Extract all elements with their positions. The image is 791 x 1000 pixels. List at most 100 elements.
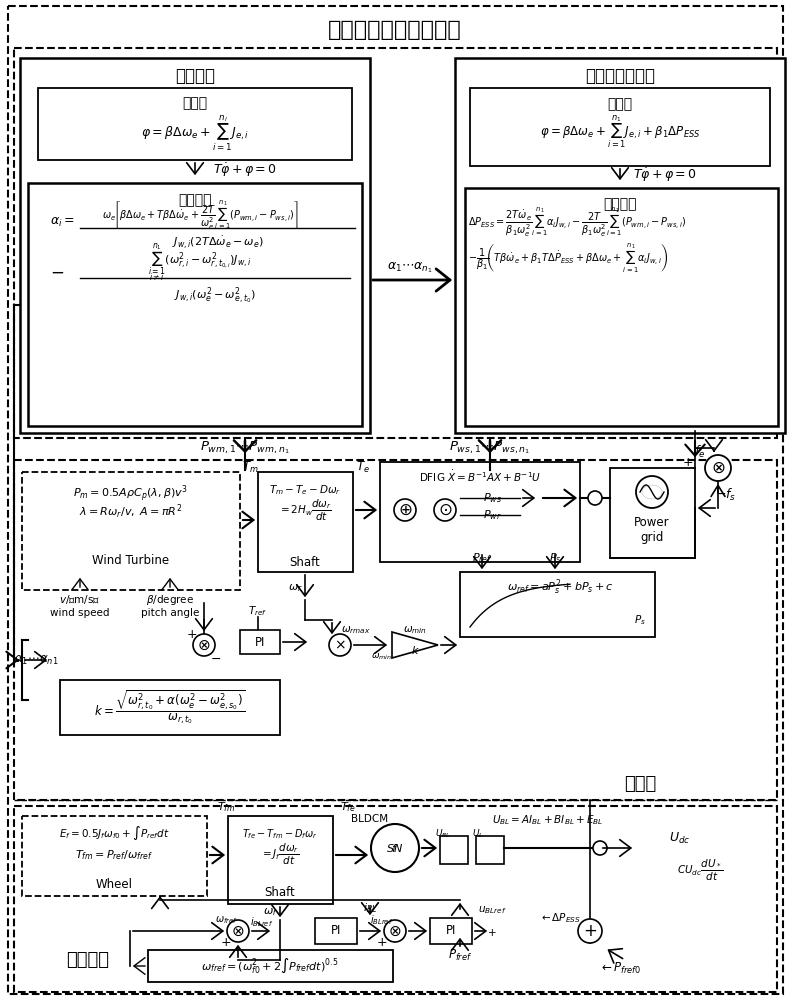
Text: $T_e$: $T_e$ <box>356 459 370 475</box>
Text: $P_{fref}$: $P_{fref}$ <box>448 947 472 963</box>
Bar <box>258 472 353 572</box>
Bar <box>20 58 370 433</box>
Text: $\beta$/degree: $\beta$/degree <box>146 593 194 607</box>
Text: $i_{BLref}$: $i_{BLref}$ <box>370 913 394 927</box>
Text: $P_{wr}$: $P_{wr}$ <box>483 508 501 522</box>
Text: $T_{fe}$: $T_{fe}$ <box>340 800 356 814</box>
Text: $\otimes$: $\otimes$ <box>711 459 725 477</box>
Text: BLDCM: BLDCM <box>351 814 388 824</box>
Circle shape <box>588 491 602 505</box>
Text: $+$: $+$ <box>683 456 694 468</box>
Text: 风储系统协同控制策略: 风储系统协同控制策略 <box>328 20 462 40</box>
Text: $-$: $-$ <box>210 652 221 664</box>
Text: $\lambda=R\omega_r/v,\ A=\pi R^2$: $\lambda=R\omega_r/v,\ A=\pi R^2$ <box>79 503 183 521</box>
Text: $T_{ref}$: $T_{ref}$ <box>248 604 267 618</box>
Text: 控制策略: 控制策略 <box>604 197 637 211</box>
Bar <box>470 88 770 166</box>
Text: 飞轮储能: 飞轮储能 <box>66 951 109 969</box>
Text: $+$: $+$ <box>187 628 198 641</box>
Circle shape <box>705 455 731 481</box>
Text: $u_{BLref}$: $u_{BLref}$ <box>478 904 506 916</box>
Text: $k=\dfrac{\sqrt{\omega_{r,t_0}^2+\alpha(\omega_e^2-\omega_{e,s_0}^2)}}{\omega_{r: $k=\dfrac{\sqrt{\omega_{r,t_0}^2+\alpha(… <box>94 688 246 726</box>
Circle shape <box>371 824 419 872</box>
Text: $U_{BL}=AI_{BL}+BI_{BL}+E_{BL}$: $U_{BL}=AI_{BL}+BI_{BL}+E_{BL}$ <box>492 813 604 827</box>
Text: $CU_{dc}\dfrac{dU_*}{dt}$: $CU_{dc}\dfrac{dU_*}{dt}$ <box>676 857 723 883</box>
Text: $U_{dc}$: $U_{dc}$ <box>669 830 691 846</box>
Bar <box>14 460 777 800</box>
Text: $\omega_r$: $\omega_r$ <box>263 906 278 918</box>
Circle shape <box>193 634 215 656</box>
Text: $\omega_{min}$: $\omega_{min}$ <box>403 624 427 636</box>
Text: $P_{ws}$: $P_{ws}$ <box>483 491 501 505</box>
Circle shape <box>394 499 416 521</box>
Text: $i_{BLref}$: $i_{BLref}$ <box>250 915 274 929</box>
Circle shape <box>636 476 668 508</box>
Bar <box>315 918 357 944</box>
Text: $\oplus$: $\oplus$ <box>398 501 412 519</box>
Text: 宏变量: 宏变量 <box>183 96 207 110</box>
Text: Shaft: Shaft <box>265 886 295 898</box>
Text: $\sum_{\substack{i=1\\i\neq i}}^{n_1}(\omega_{r,i}^2-\omega_{r,t_{0,i}}^2)J_{w,i: $\sum_{\substack{i=1\\i\neq i}}^{n_1}(\o… <box>148 242 252 284</box>
Circle shape <box>384 920 406 942</box>
Text: $-f_s$: $-f_s$ <box>715 487 736 503</box>
Bar <box>455 58 785 433</box>
Text: $v$/（m/s）: $v$/（m/s） <box>59 593 100 606</box>
Bar <box>465 188 778 426</box>
Text: $\otimes$: $\otimes$ <box>231 924 244 938</box>
Bar <box>22 472 240 590</box>
Text: $\alpha_1\cdots\alpha_{n_1}$: $\alpha_1\cdots\alpha_{n_1}$ <box>387 261 433 275</box>
Circle shape <box>593 841 607 855</box>
Text: $\alpha_1\cdots\alpha_{n1}$: $\alpha_1\cdots\alpha_{n1}$ <box>14 653 59 667</box>
Bar <box>14 806 777 992</box>
Bar <box>14 48 777 438</box>
Text: Shaft: Shaft <box>290 556 320 568</box>
Text: 风机协同: 风机协同 <box>175 67 215 85</box>
Text: $E_f=0.5J_f\omega_{f0}+\int P_{ref}dt$: $E_f=0.5J_f\omega_{f0}+\int P_{ref}dt$ <box>59 824 169 842</box>
Text: $\omega_{fref}$: $\omega_{fref}$ <box>214 914 237 926</box>
Text: PI: PI <box>331 924 341 938</box>
Circle shape <box>329 634 351 656</box>
Bar <box>440 836 468 864</box>
Text: $-\dfrac{1}{\beta_1}\!\left(T\beta\dot{\omega}_e+\beta_1T\Delta\dot{P}_{ESS}+\be: $-\dfrac{1}{\beta_1}\!\left(T\beta\dot{\… <box>468 240 668 273</box>
Bar <box>460 572 655 637</box>
Circle shape <box>578 919 602 943</box>
Text: $U_{BL}$: $U_{BL}$ <box>435 828 451 840</box>
Text: $\omega_{min}$: $\omega_{min}$ <box>372 652 392 662</box>
Text: 控制策略: 控制策略 <box>178 193 212 207</box>
Circle shape <box>227 920 249 942</box>
Text: $T\dot{\varphi}+\varphi=0$: $T\dot{\varphi}+\varphi=0$ <box>633 166 697 184</box>
Text: $\leftarrow P_{fref0}$: $\leftarrow P_{fref0}$ <box>599 960 642 976</box>
Text: $\omega_e\!\left[\beta\Delta\omega_e+T\beta\Delta\dot{\omega}_e+\dfrac{2T}{\omeg: $\omega_e\!\left[\beta\Delta\omega_e+T\b… <box>101 198 298 232</box>
Bar <box>240 630 280 654</box>
Bar <box>610 468 695 558</box>
Text: $\odot$: $\odot$ <box>437 501 452 519</box>
Text: $\omega_{rmax}$: $\omega_{rmax}$ <box>341 624 371 636</box>
Bar <box>380 462 580 562</box>
Text: $\omega_{ref}=aP_s^2+bP_s+c$: $\omega_{ref}=aP_s^2+bP_s+c$ <box>506 577 614 597</box>
Text: $U_{L}$: $U_{L}$ <box>472 828 484 840</box>
Text: $T_m$: $T_m$ <box>242 459 259 475</box>
Text: $i_{BL}$: $i_{BL}$ <box>363 901 377 915</box>
Text: $T_m-T_e-D\omega_r$: $T_m-T_e-D\omega_r$ <box>269 483 341 497</box>
Text: $P_s$: $P_s$ <box>549 551 562 565</box>
Text: $+$: $+$ <box>377 936 388 950</box>
Text: 储能和风机协同: 储能和风机协同 <box>585 67 655 85</box>
Text: PI: PI <box>446 924 456 938</box>
Text: Wind Turbine: Wind Turbine <box>93 554 169 566</box>
Text: $\alpha_i=$: $\alpha_i=$ <box>50 215 74 229</box>
Text: $\leftarrow\Delta P_{ESS}$: $\leftarrow\Delta P_{ESS}$ <box>539 911 581 925</box>
Text: $f_e$: $f_e$ <box>694 444 706 460</box>
Text: $-$: $-$ <box>50 263 64 281</box>
Bar <box>60 680 280 735</box>
Text: $=2H_w\dfrac{d\omega_r}{dt}$: $=2H_w\dfrac{d\omega_r}{dt}$ <box>278 497 332 523</box>
Text: $P_{wm,1}\cdots P_{wm,n_1}$: $P_{wm,1}\cdots P_{wm,n_1}$ <box>200 440 290 456</box>
Bar <box>476 836 504 864</box>
Text: $\omega_{fref}=(\omega_{f0}^2+2\int P_{fref}dt)^{0.5}$: $\omega_{fref}=(\omega_{f0}^2+2\int P_{f… <box>202 957 339 975</box>
Text: $\Delta P_{ESS}=\dfrac{2T\dot{\omega}_e}{\beta_1\omega_e^2}\sum_{i=1}^{n_1}\alph: $\Delta P_{ESS}=\dfrac{2T\dot{\omega}_e}… <box>468 205 687 239</box>
Text: DFIG $\dot{X}=B^{-1}AX+B^{-1}U$: DFIG $\dot{X}=B^{-1}AX+B^{-1}U$ <box>419 468 541 484</box>
Text: $S\!f\!N$: $S\!f\!N$ <box>386 842 403 854</box>
Text: $P_m=0.5A\rho C_p(\lambda,\beta)v^3$: $P_m=0.5A\rho C_p(\lambda,\beta)v^3$ <box>74 483 188 504</box>
Text: $T_{fm}=P_{ref}/\omega_{fref}$: $T_{fm}=P_{ref}/\omega_{fref}$ <box>75 848 153 862</box>
Text: $\times$: $\times$ <box>334 638 346 652</box>
Text: $+$: $+$ <box>487 926 497 938</box>
